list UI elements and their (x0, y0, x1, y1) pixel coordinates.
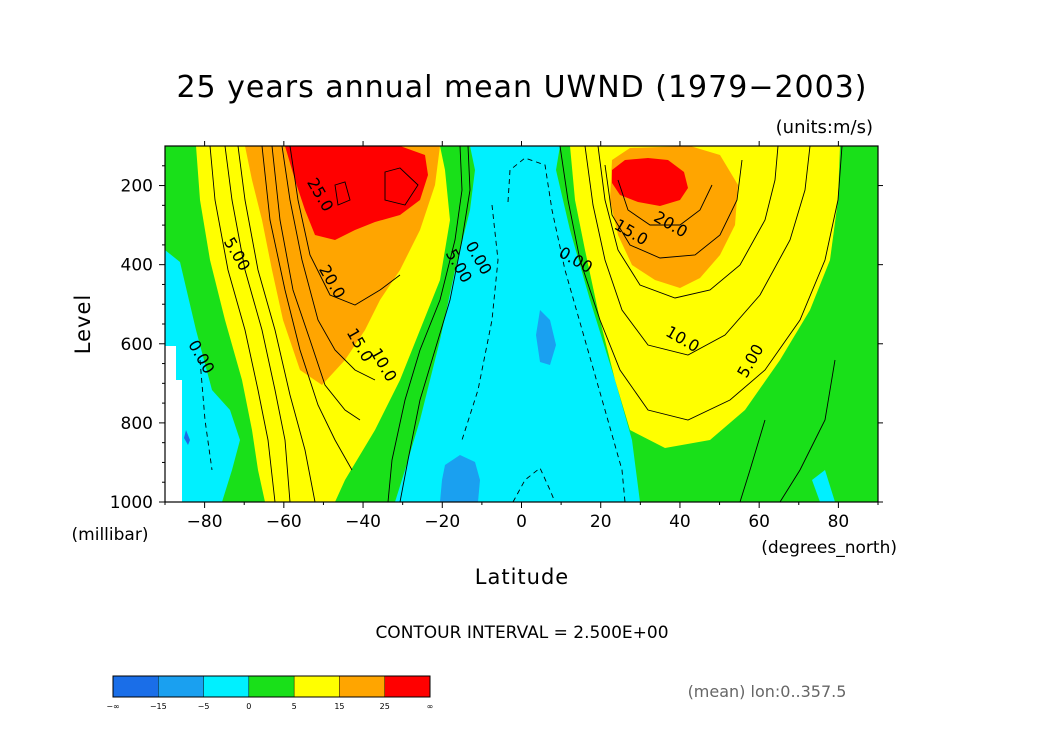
colorbar: −∞ −15 −5 0 5 15 25 ∞ (106, 675, 434, 711)
contour-line (617, 179, 713, 226)
colorbar-swatch (293, 675, 340, 698)
band-negative-15-5-blob-west (440, 455, 480, 502)
contour-line (384, 167, 419, 206)
y-tick-label: 1000 (110, 493, 153, 513)
colorbar-swatch (112, 675, 159, 698)
contour-line (597, 146, 779, 299)
contour-line (261, 146, 353, 471)
contour-line (387, 146, 463, 502)
x-tick-label: 40 (669, 512, 691, 532)
x-tick-label: 80 (828, 512, 850, 532)
contour-line (739, 419, 766, 502)
x-axis: −80 −60 −40 −20 0 20 40 60 80 (164, 141, 879, 532)
colorbar-label: 5 (292, 702, 297, 711)
colorbar-label: 25 (380, 702, 390, 711)
band-gt-25-south-fill (285, 146, 428, 240)
contour-line (271, 146, 361, 421)
colorbar-swatch (384, 675, 431, 698)
colorbar-swatch (203, 675, 250, 698)
contour-line (224, 146, 291, 502)
contour-lines (209, 146, 843, 502)
band-negative-5-0-fill (395, 146, 640, 502)
x-tick-label: 20 (590, 512, 612, 532)
x-units-label: (degrees_north) (761, 538, 897, 558)
dashed-contour-line (199, 359, 213, 471)
colorbar-label: −5 (198, 702, 210, 711)
band-lt-15-speck (184, 430, 190, 445)
x-tick-label: −80 (187, 512, 223, 532)
colorbar-label: −15 (150, 702, 167, 711)
contour-line (584, 146, 811, 356)
contour-line (289, 146, 401, 306)
negative-contour-lines (199, 157, 626, 502)
x-axis-title: Latitude (475, 565, 569, 589)
x-tick-label: −40 (345, 512, 381, 532)
dashed-contour-line (512, 467, 556, 502)
contour-plot-area: 25.020.015.010.05.000.005.000.00 0.0015.0… (165, 146, 878, 502)
x-tick-label: −20 (424, 512, 460, 532)
x-tick-label: 60 (748, 512, 770, 532)
contour-interval-note: CONTOUR INTERVAL = 2.500E+00 (375, 623, 668, 643)
dashed-contour-line (461, 204, 499, 441)
colorbar-label: −∞ (106, 702, 119, 711)
colorbar-label: 0 (246, 702, 251, 711)
colorbar-swatch (248, 675, 295, 698)
colorbar-swatch (339, 675, 385, 698)
band-gt-25-north-fill (612, 158, 688, 206)
band-cyan-south-pole (165, 250, 240, 502)
colorbar-swatch (158, 675, 204, 698)
contour-line (281, 146, 376, 381)
x-tick-label: 0 (516, 512, 527, 532)
y-axis-title: Level (71, 294, 95, 354)
contour-line (334, 181, 351, 206)
contour-line (209, 146, 276, 502)
y-units-label: (millibar) (72, 525, 149, 545)
chart-title: 25 years annual mean UWND (1979−2003) (176, 70, 867, 105)
missing-data-mask (165, 346, 182, 502)
x-tick-label: −60 (266, 512, 302, 532)
colorbar-label: 15 (334, 702, 344, 711)
y-tick-label: 400 (121, 256, 153, 276)
y-tick-label: 800 (121, 414, 153, 434)
y-axis: 200 400 600 800 1000 (110, 165, 883, 513)
contour-line (779, 359, 836, 502)
colorbar-frame (112, 675, 431, 698)
band-cyan-north-pole (812, 470, 835, 502)
contour-line (237, 146, 316, 502)
y-tick-label: 200 (121, 177, 153, 197)
units-note: (units:m/s) (776, 117, 873, 138)
band-negative-15-5-blob-east (536, 310, 556, 365)
dashed-contour-line (507, 157, 626, 502)
contour-line (559, 146, 843, 421)
contour-line (604, 159, 743, 259)
y-tick-label: 600 (121, 335, 153, 355)
contour-line (399, 146, 471, 502)
mean-longitude-note: (mean) lon:0..357.5 (688, 682, 847, 701)
colorbar-label: ∞ (427, 702, 434, 711)
